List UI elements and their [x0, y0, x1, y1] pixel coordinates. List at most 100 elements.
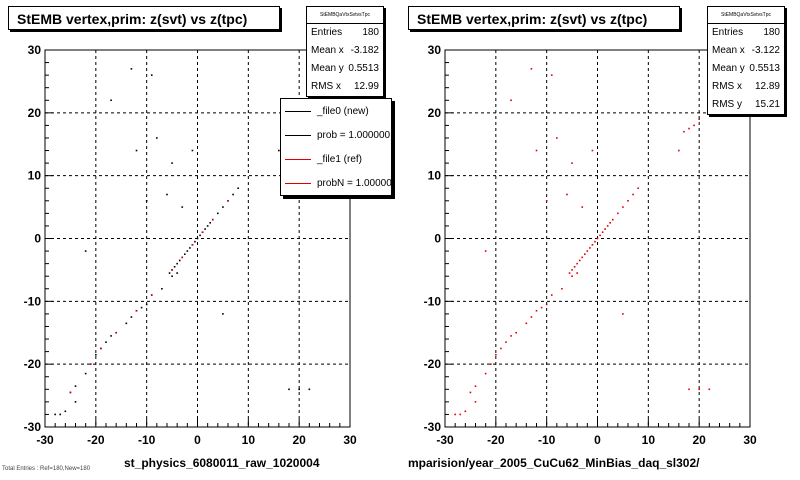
x-tick-label: -20: [487, 433, 505, 447]
data-point: [474, 385, 477, 387]
legend-entry: probN = 1.000000: [281, 171, 391, 195]
stats-value: 0.5513: [749, 63, 780, 74]
legend-line-new: [285, 110, 311, 112]
x-tick-label: -30: [436, 433, 454, 447]
y-tick-label: 0: [34, 232, 41, 246]
data-point: [227, 200, 229, 202]
data-point: [454, 413, 456, 416]
data-point: [693, 124, 695, 127]
data-point: [708, 388, 711, 391]
data-point: [495, 353, 497, 356]
data-point: [632, 193, 634, 196]
data-point: [484, 250, 487, 252]
data-point: [173, 265, 176, 268]
data-point: [469, 391, 472, 394]
legend-entry: _file1 (ref): [281, 147, 391, 171]
data-point: [288, 388, 290, 391]
data-point: [74, 401, 77, 403]
data-point: [176, 272, 178, 274]
data-point: [688, 127, 690, 130]
data-point: [464, 410, 467, 413]
chart-title-left: StEMB vertex,prim: z(svt) vs z(tpc): [8, 6, 280, 30]
stats-label: Mean y: [311, 63, 344, 74]
x-tick-label: -10: [538, 433, 556, 447]
stats-row: Mean y 0.5513: [307, 60, 383, 78]
x-tick-label: -10: [138, 433, 156, 447]
data-point: [586, 250, 589, 252]
data-point: [604, 228, 606, 230]
data-point: [698, 118, 700, 120]
y-tick-label: 10: [28, 169, 42, 183]
data-point: [474, 401, 477, 403]
data-point: [161, 287, 163, 290]
chart-title-right: StEMB vertex,prim: z(svt) vs z(tpc): [408, 6, 680, 30]
stats-value: -3.122: [751, 45, 780, 56]
stats-row: RMS y 15.21: [708, 96, 784, 114]
data-point: [617, 212, 619, 215]
data-point: [232, 193, 234, 196]
data-point: [191, 149, 194, 152]
data-point: [581, 256, 584, 259]
data-point: [130, 316, 133, 318]
data-point: [535, 149, 538, 152]
data-point: [622, 313, 624, 315]
stats-label: RMS x: [311, 81, 341, 92]
x-tick-label: 20: [692, 433, 706, 447]
data-point: [125, 322, 128, 325]
data-point: [186, 250, 189, 252]
stats-value: 0.5513: [348, 63, 379, 74]
data-point: [688, 388, 690, 391]
data-point: [683, 130, 685, 133]
data-point: [84, 372, 87, 375]
data-point: [171, 269, 173, 271]
data-point: [571, 162, 573, 164]
stats-label: Entries: [311, 27, 343, 38]
data-point: [622, 206, 624, 208]
x-axis-label-right: mparision/year_2005_CuCu62_MinBias_daq_s…: [408, 456, 700, 470]
stats-value: 15.21: [754, 99, 780, 110]
data-point: [545, 200, 548, 202]
stats-value: 180: [763, 27, 780, 38]
data-point: [171, 275, 173, 277]
legend-line-new: [285, 134, 311, 136]
data-point: [110, 335, 112, 337]
y-tick-label: 20: [428, 106, 442, 120]
data-point: [100, 347, 102, 350]
stats-label: RMS y: [712, 99, 742, 110]
data-point: [178, 259, 181, 262]
data-point: [556, 137, 558, 139]
data-point: [698, 388, 700, 391]
data-point: [601, 231, 604, 234]
data-point: [581, 206, 584, 208]
data-point: [568, 272, 571, 274]
data-point: [571, 275, 573, 277]
data-point: [209, 221, 212, 224]
stats-box-left: StEMBQaVtxSvtvsTpc Entries 180 Mean x -3…: [306, 6, 384, 97]
data-point: [145, 303, 148, 306]
data-point: [606, 225, 609, 227]
stats-row: RMS x 12.89: [708, 78, 784, 96]
y-tick-label: -10: [424, 294, 442, 308]
y-tick-label: -30: [424, 420, 442, 434]
data-point: [194, 240, 196, 243]
stats-label: RMS x: [712, 81, 742, 92]
data-point: [484, 372, 487, 375]
stats-row: RMS x 12.99: [307, 78, 383, 96]
y-tick-label: 0: [434, 232, 441, 246]
legend-label: _file1 (ref): [317, 153, 363, 165]
y-tick-label: -20: [424, 357, 442, 371]
y-tick-label: 20: [28, 106, 42, 120]
data-point: [150, 294, 153, 296]
data-point: [510, 335, 512, 337]
data-point: [84, 250, 87, 252]
data-point: [594, 240, 596, 243]
data-point: [573, 265, 576, 268]
x-axis-label-left: st_physics_6080011_raw_1020004: [124, 456, 320, 470]
data-point: [609, 221, 612, 224]
legend-entry: _file0 (new): [281, 99, 391, 123]
data-point: [535, 309, 538, 312]
x-tick-label: 10: [642, 433, 656, 447]
data-point: [64, 410, 67, 413]
stats-row: Mean x -3.122: [708, 42, 784, 60]
